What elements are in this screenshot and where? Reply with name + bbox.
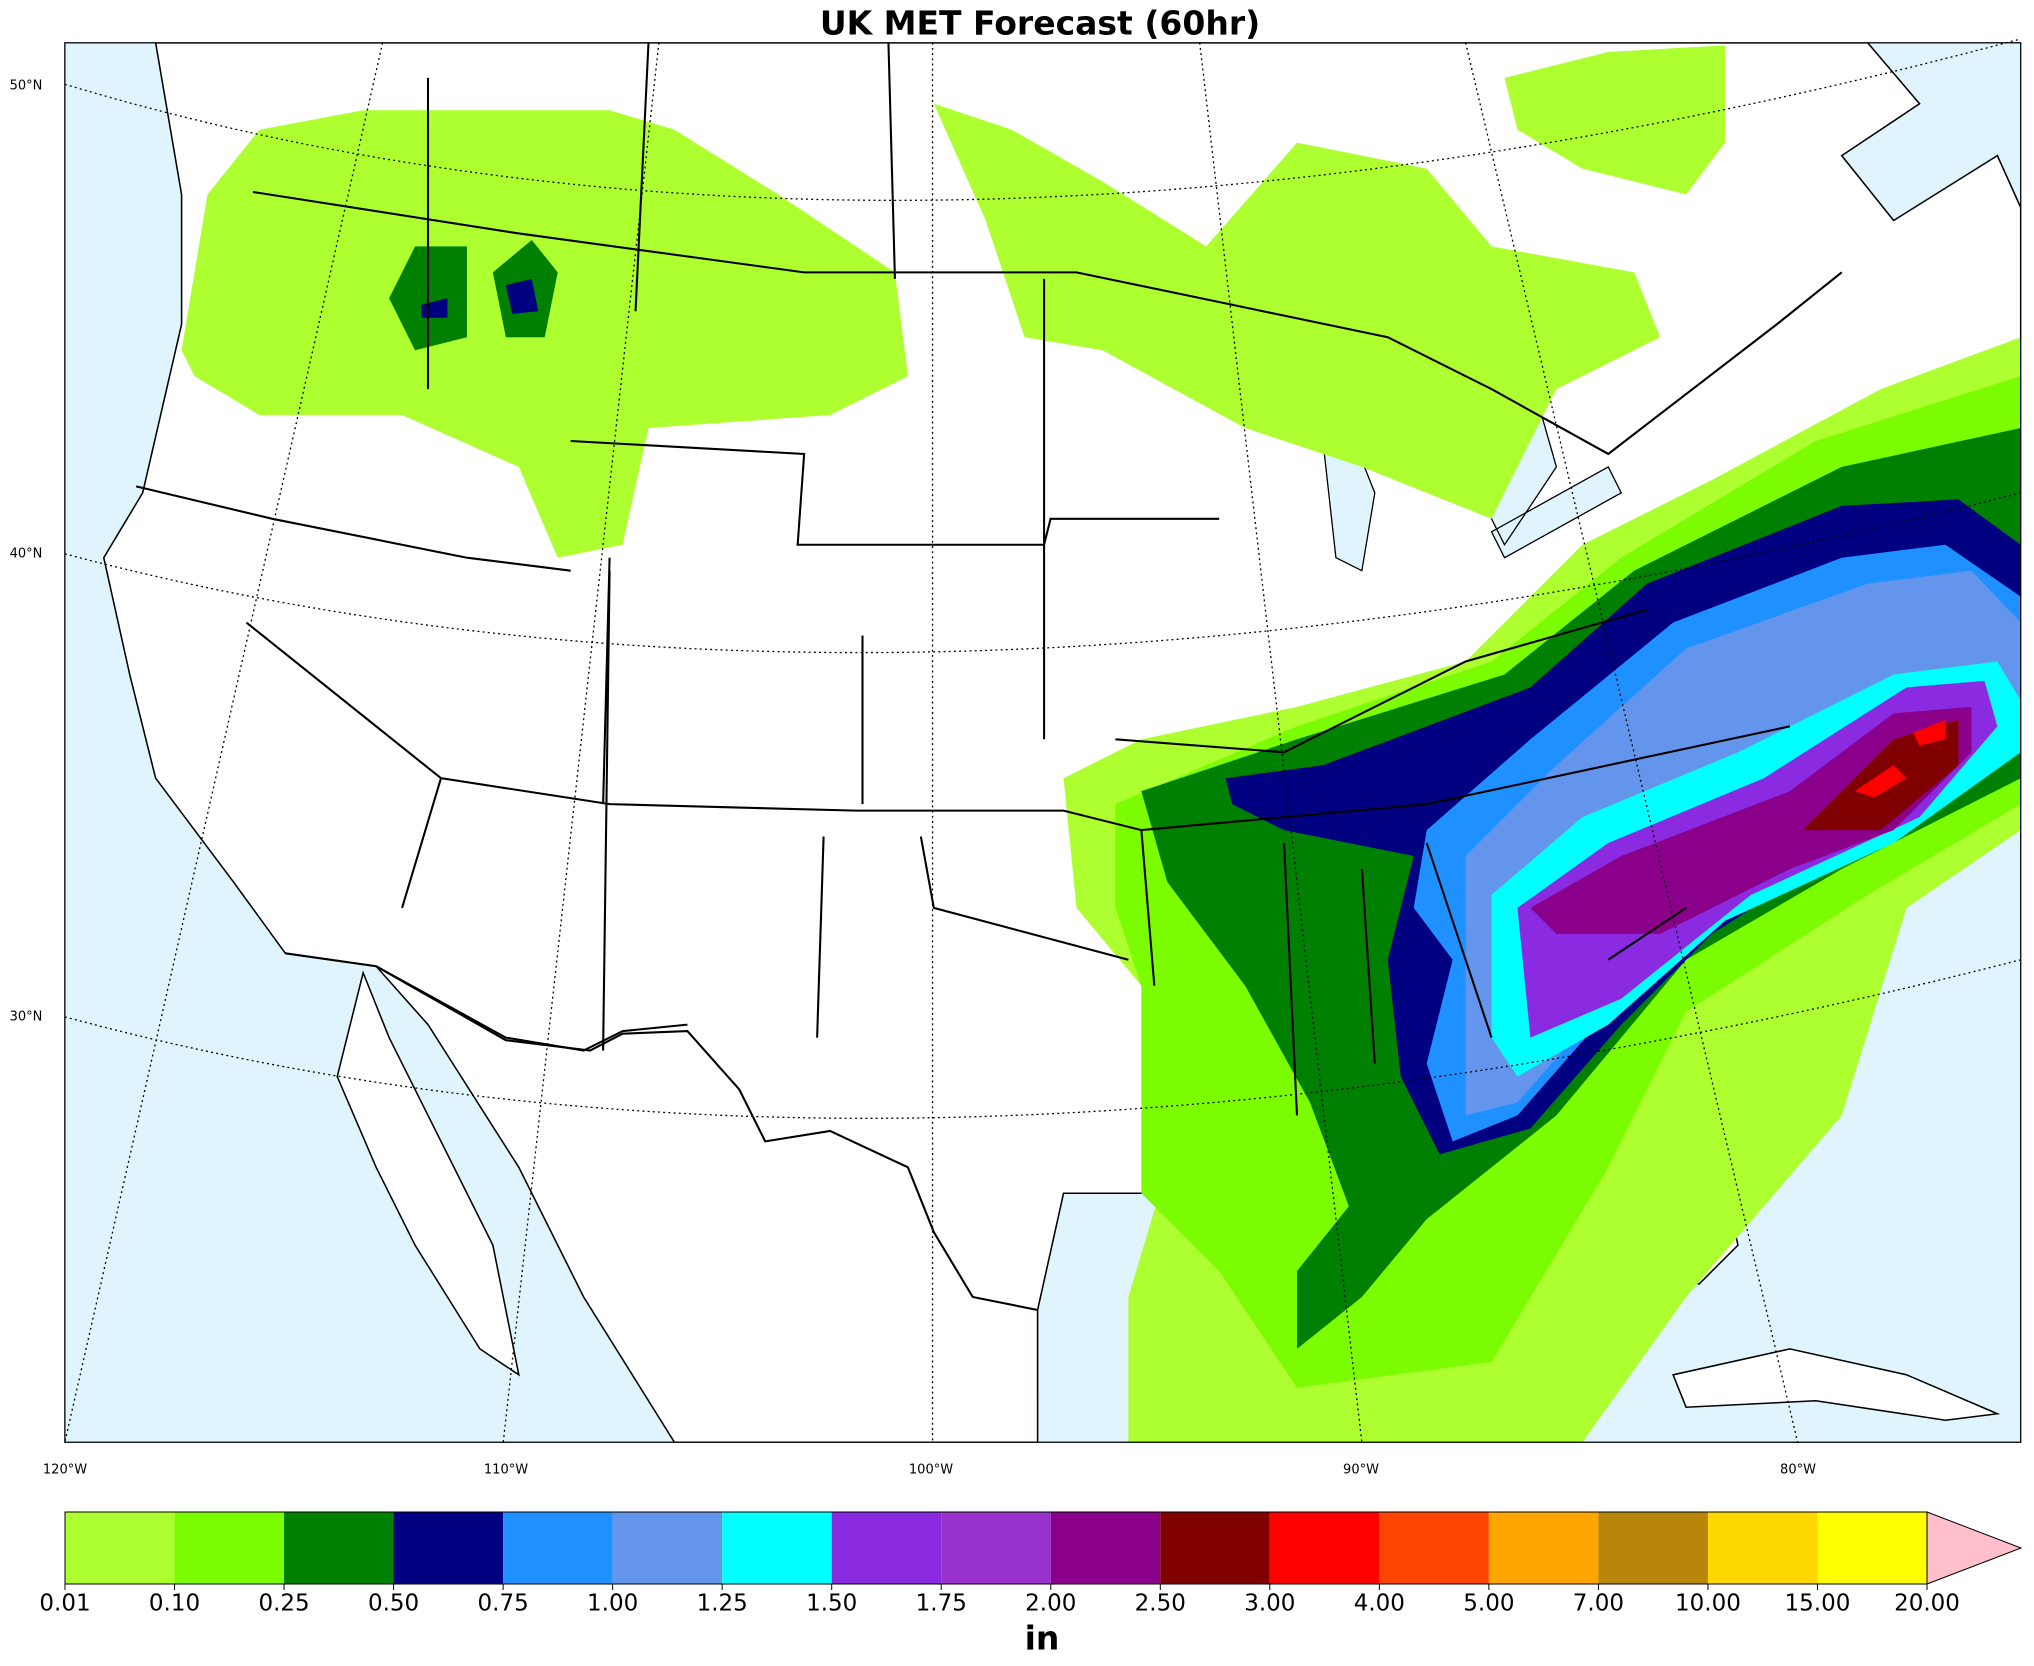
- colorbar-tick-label: 0.50: [368, 1591, 419, 1617]
- colorbar-tick-label: 5.00: [1463, 1591, 1514, 1617]
- graticule: [64, 38, 2021, 1443]
- color-bin: [941, 1512, 1051, 1584]
- colorbar-tick-label: 0.10: [149, 1591, 200, 1617]
- colorbar-tick-label: 1.75: [916, 1591, 967, 1617]
- colorbar-tick-label: 1.25: [697, 1591, 748, 1617]
- color-bin: [1050, 1512, 1161, 1584]
- colorbar-tick-label: 7.00: [1573, 1591, 1624, 1617]
- colorbar-tick-label: 3.00: [1244, 1591, 1295, 1617]
- lon-label: 120°W: [43, 1463, 87, 1478]
- colorbar-tick-label: 20.00: [1894, 1591, 1960, 1617]
- colorbar: 0.01 0.10 0.25 0.50 0.75 1.00 1.25 1.50 1.75 2.00…: [39, 1511, 2023, 1658]
- cuba: [1672, 1348, 2001, 1422]
- color-bin: [174, 1512, 285, 1584]
- colorbar-tick-label: 2.50: [1135, 1591, 1186, 1617]
- color-bin: [831, 1512, 942, 1584]
- labels: 50°N 40°N 30°N 120°W 110°W 100°W 90°W 80°W: [10, 79, 1816, 1478]
- precipitation: [181, 45, 2021, 1443]
- color-bin: [1598, 1512, 1708, 1584]
- colorbar-tick-label: 1.00: [587, 1591, 638, 1617]
- borders: [135, 42, 1843, 1311]
- color-bin: [1817, 1512, 1927, 1584]
- color-bin: [284, 1512, 394, 1584]
- color-bin: [1707, 1512, 1818, 1584]
- colorbar-tick-label: 0.01: [39, 1591, 90, 1617]
- lat-label: 40°N: [10, 547, 43, 562]
- colorbar-tick-label: 4.00: [1354, 1591, 1405, 1617]
- color-bin: [612, 1512, 723, 1584]
- colorbar-tick-label: 15.00: [1785, 1591, 1851, 1617]
- colorbar-tick-label: 0.75: [478, 1591, 529, 1617]
- color-bin: [393, 1512, 504, 1584]
- lon-label: 110°W: [484, 1463, 528, 1478]
- color-bin: [503, 1512, 613, 1584]
- map: [64, 38, 2022, 1443]
- color-bin: [722, 1512, 832, 1584]
- extend-arrow: [1926, 1511, 2023, 1585]
- color-bin: [1269, 1512, 1380, 1584]
- color-bin: [65, 1512, 175, 1584]
- color-bin: [1160, 1512, 1270, 1584]
- colorbar-tick-label: 10.00: [1675, 1591, 1741, 1617]
- lat-label: 50°N: [10, 79, 43, 94]
- baja: [336, 970, 520, 1377]
- lon-label: 100°W: [909, 1463, 953, 1478]
- lon-label: 90°W: [1343, 1463, 1379, 1478]
- colorbar-frame: [64, 1511, 1928, 1585]
- colorbar-label: in: [1025, 1619, 1060, 1658]
- color-bin: [1488, 1512, 1599, 1584]
- colorbar-tick-label: 2.00: [1025, 1591, 1076, 1617]
- colorbar-tick-label: 1.50: [806, 1591, 857, 1617]
- title: UK MET Forecast (60hr): [820, 4, 1260, 43]
- lon-label: 80°W: [1780, 1463, 1816, 1478]
- lat-label: 30°N: [10, 1010, 43, 1025]
- colorbar-tick-label: 0.25: [258, 1591, 309, 1617]
- map-frame: [64, 42, 2022, 1443]
- color-bin: [1379, 1512, 1489, 1584]
